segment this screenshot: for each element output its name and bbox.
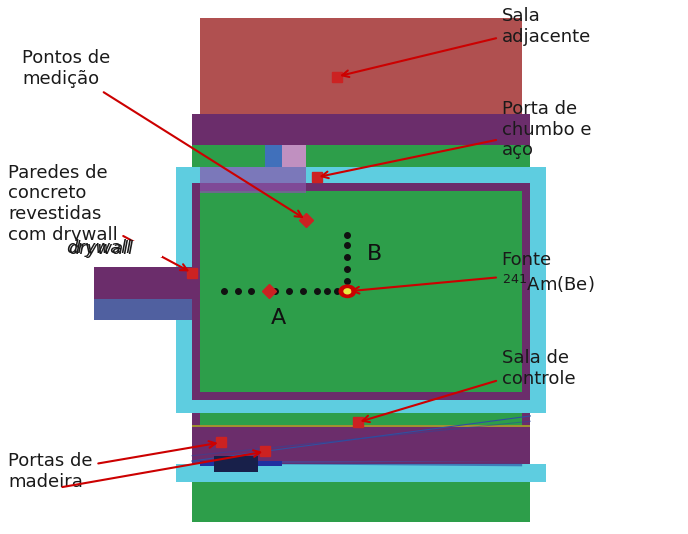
Circle shape <box>343 288 352 294</box>
Bar <box>200 413 522 427</box>
Text: Fonte
$^{241}$Am(Be): Fonte $^{241}$Am(Be) <box>352 251 594 295</box>
Bar <box>214 456 259 472</box>
Bar <box>176 167 192 413</box>
Polygon shape <box>94 299 192 320</box>
Text: Portas de
madeira: Portas de madeira <box>8 441 215 491</box>
Polygon shape <box>192 461 522 464</box>
Text: Porta de
chumbo e
aço: Porta de chumbo e aço <box>321 100 591 178</box>
Text: Paredes de
concreto
revestidas
com drywall: Paredes de concreto revestidas com drywa… <box>8 163 187 270</box>
Bar <box>200 18 522 114</box>
Text: B: B <box>367 244 383 264</box>
Bar <box>192 183 530 400</box>
Bar <box>530 167 546 413</box>
Polygon shape <box>200 167 306 193</box>
Polygon shape <box>265 145 282 167</box>
Bar <box>192 145 530 167</box>
Polygon shape <box>94 268 192 299</box>
Bar <box>176 464 546 482</box>
Text: drywall: drywall <box>67 239 131 257</box>
Text: Pontos de
medição: Pontos de medição <box>22 49 302 217</box>
Bar <box>176 167 546 183</box>
Bar <box>192 413 530 464</box>
Bar <box>200 191 522 392</box>
Circle shape <box>338 285 356 298</box>
Text: Sala
adjacente: Sala adjacente <box>342 7 591 77</box>
Polygon shape <box>192 464 522 466</box>
Bar <box>63 241 162 257</box>
Text: Sala de
controle: Sala de controle <box>363 349 575 422</box>
Bar <box>192 114 530 145</box>
Bar <box>176 400 546 413</box>
Bar <box>192 426 530 427</box>
Text: A: A <box>271 308 286 328</box>
Polygon shape <box>282 145 306 167</box>
Text: drywall: drywall <box>69 240 133 258</box>
Bar <box>200 461 282 466</box>
Bar <box>192 482 530 522</box>
